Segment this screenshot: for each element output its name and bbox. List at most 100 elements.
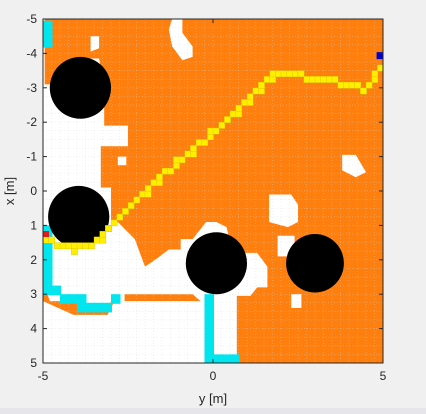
path-cell [258, 81, 265, 89]
path-cell [371, 70, 379, 78]
path-cell [127, 202, 135, 209]
x-axis-label: y [m] [199, 391, 227, 406]
path-cell [241, 99, 248, 106]
free-region [291, 294, 302, 308]
path-cell [354, 81, 362, 89]
start-marker [43, 231, 49, 237]
path-cell [48, 236, 56, 244]
frontier-cell [204, 302, 214, 313]
frontier-cell [111, 294, 121, 304]
frontier-cell [43, 285, 53, 296]
frontier-cell [43, 268, 53, 278]
frontier-cell [77, 302, 87, 313]
y-tick-label: 3 [30, 287, 37, 301]
free-region [168, 19, 193, 61]
frontier-cell [85, 302, 95, 313]
path-cell [292, 70, 299, 78]
path-cell [190, 150, 197, 158]
x-tick-label: -5 [38, 369, 49, 383]
frontier-cell [43, 225, 53, 235]
y-tick-label: -1 [26, 150, 37, 164]
path-cell [201, 139, 209, 146]
free-region [43, 301, 205, 363]
path-cell [320, 76, 328, 83]
obstacle [185, 232, 247, 295]
path-cell [297, 70, 305, 78]
y-tick-label: -5 [26, 12, 37, 26]
path-cell [303, 76, 311, 83]
path-cell [110, 219, 118, 227]
path-cell [371, 76, 379, 83]
y-tick-label: 0 [30, 184, 37, 198]
path-cell [59, 242, 67, 250]
free-region [117, 156, 127, 166]
path-cell [139, 190, 146, 198]
frontier-cell [43, 242, 53, 253]
path-cell [207, 127, 214, 135]
path-cell [235, 110, 243, 118]
frontier-cell [43, 20, 53, 31]
path-cell [212, 127, 220, 135]
path-cell [178, 156, 186, 164]
path-cell [258, 87, 265, 95]
path-cell [173, 156, 180, 164]
path-cell [150, 179, 158, 187]
path-cell [161, 167, 169, 175]
frontier-cell [77, 294, 87, 304]
path-cell [195, 139, 203, 146]
frontier-cell [43, 29, 53, 39]
path-cell [224, 116, 231, 123]
path-cell [156, 173, 163, 181]
y-axis-label: x [m] [2, 177, 17, 205]
free-region [269, 194, 298, 228]
path-cell [65, 242, 73, 250]
path-cell [235, 104, 243, 112]
frontier-cell [204, 328, 214, 339]
path-cell [144, 190, 152, 198]
path-cell [314, 76, 322, 83]
path-cell [99, 236, 107, 244]
obstacle [48, 185, 110, 248]
y-tick-label: 4 [30, 322, 37, 336]
frontier-cell [204, 320, 214, 330]
x-tick-label: 0 [210, 369, 217, 383]
path-cell [71, 242, 78, 250]
path-cell [76, 242, 84, 250]
frontier-cell [204, 354, 214, 363]
path-cell [269, 70, 277, 78]
goal-marker [376, 52, 383, 60]
path-cell [122, 208, 129, 215]
frontier-cell [102, 302, 112, 313]
free-region [90, 36, 100, 52]
path-cell [190, 144, 197, 152]
path-cell [309, 76, 316, 83]
path-cell [286, 70, 294, 78]
free-region [342, 154, 366, 178]
path-cell [184, 150, 192, 158]
frontier-cell [43, 251, 53, 261]
path-cell [93, 236, 101, 244]
path-cell [246, 93, 254, 101]
window-bottom-edge [0, 408, 426, 414]
frontier-cell [43, 259, 53, 270]
frontier-cell [51, 285, 61, 296]
path-cell [207, 133, 214, 141]
y-tick-label: 2 [30, 253, 37, 267]
y-tick-label: -3 [26, 81, 37, 95]
y-tick-label: -2 [26, 115, 37, 129]
path-cell [71, 248, 78, 255]
path-cell [43, 236, 50, 244]
path-cell [229, 110, 237, 118]
path-cell [54, 242, 61, 250]
path-cell [99, 230, 107, 238]
path-cell [337, 81, 345, 89]
path-cell [116, 213, 124, 221]
frontier-cell [60, 294, 70, 304]
free-region [43, 19, 128, 222]
path-cell [173, 162, 180, 169]
path-cell [167, 167, 175, 175]
path-cell [343, 81, 350, 89]
path-cell [365, 81, 373, 89]
obstacle [49, 56, 111, 119]
